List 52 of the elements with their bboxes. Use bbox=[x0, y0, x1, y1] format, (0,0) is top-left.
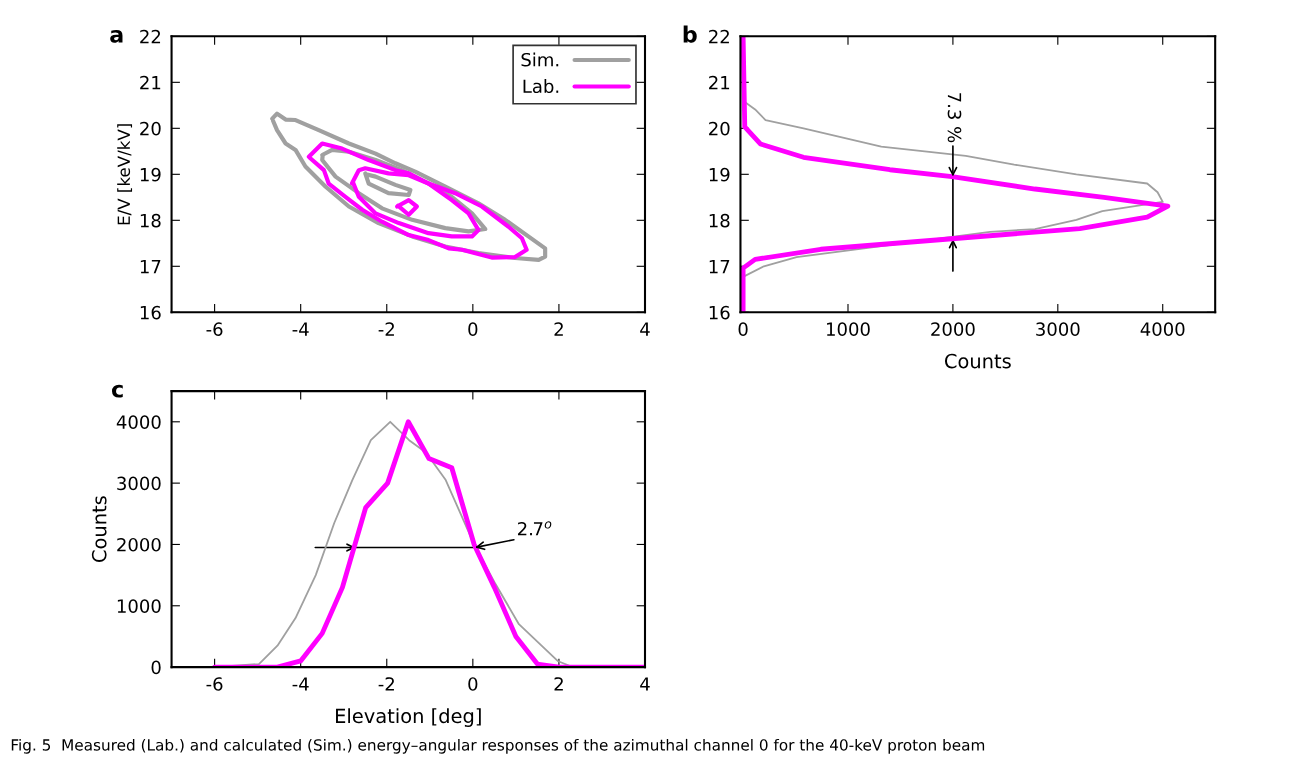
y-tick-label: 21 bbox=[140, 75, 161, 90]
annotation: 2.7$^{o}$ bbox=[517, 521, 552, 536]
y-tick-label: 16 bbox=[709, 305, 730, 320]
x-tick-label: 4 bbox=[640, 677, 650, 691]
y-tick-label: 21 bbox=[709, 75, 730, 90]
line-series bbox=[363, 171, 413, 198]
y-tick-label: 1000 bbox=[117, 599, 161, 613]
x-tick-label: 0 bbox=[738, 322, 748, 336]
y-tick-label: 17 bbox=[140, 259, 161, 274]
chart-title: a bbox=[110, 30, 123, 43]
annotation: 7.3 % bbox=[947, 93, 962, 143]
y-tick-label: 4000 bbox=[116, 415, 161, 429]
y-tick-label: 22 bbox=[140, 29, 161, 44]
y-tick-label: 0 bbox=[151, 660, 161, 675]
line-series bbox=[349, 166, 481, 239]
chart-title: c bbox=[112, 384, 123, 398]
x-tick-label: -2 bbox=[378, 677, 394, 691]
x-tick-label: -4 bbox=[292, 322, 309, 336]
line-series bbox=[306, 141, 529, 260]
x-tick-label: 2 bbox=[554, 677, 563, 691]
x-tick-label: -4 bbox=[292, 677, 309, 691]
y-tick-label: 20 bbox=[709, 121, 730, 136]
legend-label: Sim. bbox=[521, 52, 559, 67]
y-tick-label: 22 bbox=[709, 29, 729, 44]
x-tick-label: 4 bbox=[640, 322, 650, 336]
y-tick-label: 19 bbox=[709, 167, 730, 182]
x-tick-label: -2 bbox=[378, 322, 394, 336]
x-tick-label: 2 bbox=[554, 322, 563, 336]
y-tick-label: 20 bbox=[140, 121, 161, 136]
y-tick-label: 19 bbox=[140, 167, 161, 182]
x-tick-label: 1000 bbox=[827, 322, 870, 336]
y-tick-label: 2000 bbox=[117, 537, 161, 552]
y-tick-label: 17 bbox=[709, 259, 730, 274]
legend-label: Lab. bbox=[523, 79, 559, 94]
y-axis-title: E/V [keV/kV] bbox=[117, 124, 133, 225]
x-axis-title: Elevation [deg] bbox=[336, 708, 481, 727]
y-axis-title: Counts bbox=[91, 496, 107, 562]
x-tick-label: 0 bbox=[468, 322, 478, 336]
caption: Fig. 5 Measured (Lab.) and calculated (Sim.) energy–angular responses of the azimuthal channel 0 for the 40-keV proton beam bbox=[11, 738, 985, 754]
y-tick-label: 18 bbox=[709, 213, 730, 228]
x-axis-title: Counts bbox=[944, 353, 1011, 369]
chart-title: b bbox=[683, 25, 697, 43]
x-tick-label: 4000 bbox=[1140, 322, 1185, 336]
y-tick-label: 18 bbox=[140, 213, 161, 228]
x-tick-label: 2000 bbox=[931, 322, 975, 336]
y-tick-label: 16 bbox=[140, 305, 161, 320]
x-tick-label: -6 bbox=[206, 322, 223, 336]
x-tick-label: -6 bbox=[206, 677, 223, 691]
y-tick-label: 3000 bbox=[117, 476, 161, 491]
line-series bbox=[395, 197, 419, 217]
x-tick-label: 3000 bbox=[1036, 322, 1080, 336]
x-tick-label: 0 bbox=[468, 677, 478, 691]
